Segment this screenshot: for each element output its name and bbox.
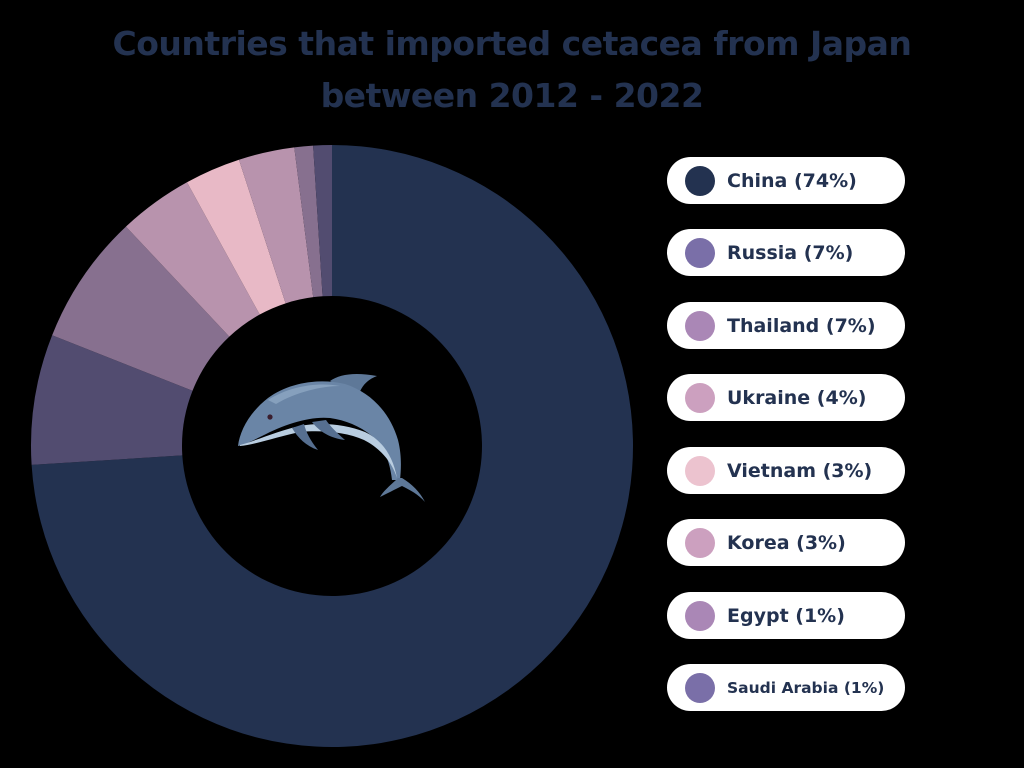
chart-title-line1: Countries that imported cetacea from Jap… bbox=[112, 24, 912, 63]
donut-slice-egypt bbox=[294, 145, 323, 298]
legend-label: Vietnam (3%) bbox=[727, 459, 873, 482]
donut-slice-thailand bbox=[52, 226, 230, 391]
donut-slice-saudi-arabia bbox=[313, 145, 332, 297]
donut-slice-ukraine bbox=[125, 182, 260, 337]
legend-dot-icon bbox=[685, 165, 715, 196]
legend-label: Thailand (7%) bbox=[727, 314, 876, 337]
donut-slice-vietnam bbox=[186, 159, 286, 315]
legend-dot-icon bbox=[685, 455, 715, 486]
legend-label: Saudi Arabia (1%) bbox=[727, 678, 885, 697]
dolphin-icon bbox=[238, 373, 425, 502]
legend-dot-icon bbox=[685, 600, 715, 631]
legend-label: Korea (3%) bbox=[727, 531, 846, 554]
legend-item-ukraine: Ukraine (4%) bbox=[667, 374, 905, 421]
chart-title-line2: between 2012 - 2022 bbox=[320, 76, 704, 115]
legend-item-thailand: Thailand (7%) bbox=[667, 302, 905, 349]
legend-label: Egypt (1%) bbox=[727, 604, 845, 627]
legend-item-russia: Russia (7%) bbox=[667, 229, 905, 276]
legend-label: China (74%) bbox=[727, 169, 857, 192]
legend-dot-icon bbox=[685, 382, 715, 413]
donut-slice-russia bbox=[31, 335, 193, 465]
legend-dot-icon bbox=[685, 237, 715, 268]
legend-item-china: China (74%) bbox=[667, 157, 905, 204]
legend-label: Ukraine (4%) bbox=[727, 386, 867, 409]
legend-dot-icon bbox=[685, 527, 715, 558]
legend-item-saudi-arabia: Saudi Arabia (1%) bbox=[667, 664, 905, 711]
donut-slices bbox=[31, 145, 634, 747]
donut-slice-china bbox=[31, 145, 634, 747]
chart-title: Countries that imported cetacea from Jap… bbox=[0, 18, 1024, 122]
legend-label: Russia (7%) bbox=[727, 241, 854, 264]
legend-item-vietnam: Vietnam (3%) bbox=[667, 447, 905, 494]
legend-item-korea: Korea (3%) bbox=[667, 519, 905, 566]
legend-dot-icon bbox=[685, 672, 715, 703]
donut-slice-korea bbox=[238, 147, 314, 304]
legend-item-egypt: Egypt (1%) bbox=[667, 592, 905, 639]
legend-dot-icon bbox=[685, 310, 715, 341]
